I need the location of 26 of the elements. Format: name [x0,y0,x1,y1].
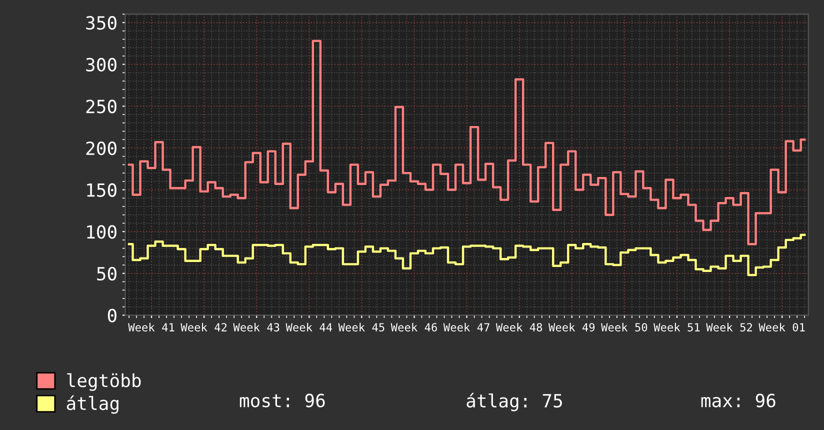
text: most: 96 [240,394,325,408]
x-tick-label: Week 43 [233,322,280,332]
y-tick-label: 200 [86,141,116,156]
y-tick-label: 300 [86,58,116,72]
x-tick-label: Week 42 [180,322,227,332]
y-tick-label: 250 [86,100,116,114]
y-tick-label: 100 [87,225,116,239]
text: átlag: 75 [466,392,562,412]
x-tick-label: Week 49 [548,322,595,332]
y-tick-label: 150 [87,183,116,197]
y-tick-label: 0 [108,308,116,322]
y-tick-label: 350 [86,16,116,30]
x-tick-label: Week 01 [758,322,805,332]
x-tick-label: Week 41 [128,322,174,332]
text: max: 96 [701,394,776,408]
x-tick-label: Week 44 [286,322,332,332]
x-tick-label: Week 45 [338,322,384,332]
x-tick-label: Week 50 [601,322,648,332]
y-tick-label: 50 [97,266,116,281]
legend-label: legtöbb [67,373,141,391]
x-tick-label: Week 47 [443,322,490,332]
x-tick-label: Week 51 [654,322,700,332]
x-tick-label: Week 52 [706,322,752,332]
x-tick-label: Week 46 [390,322,437,332]
legend-label: átlag [66,395,118,414]
x-tick-label: Week 48 [496,322,542,332]
